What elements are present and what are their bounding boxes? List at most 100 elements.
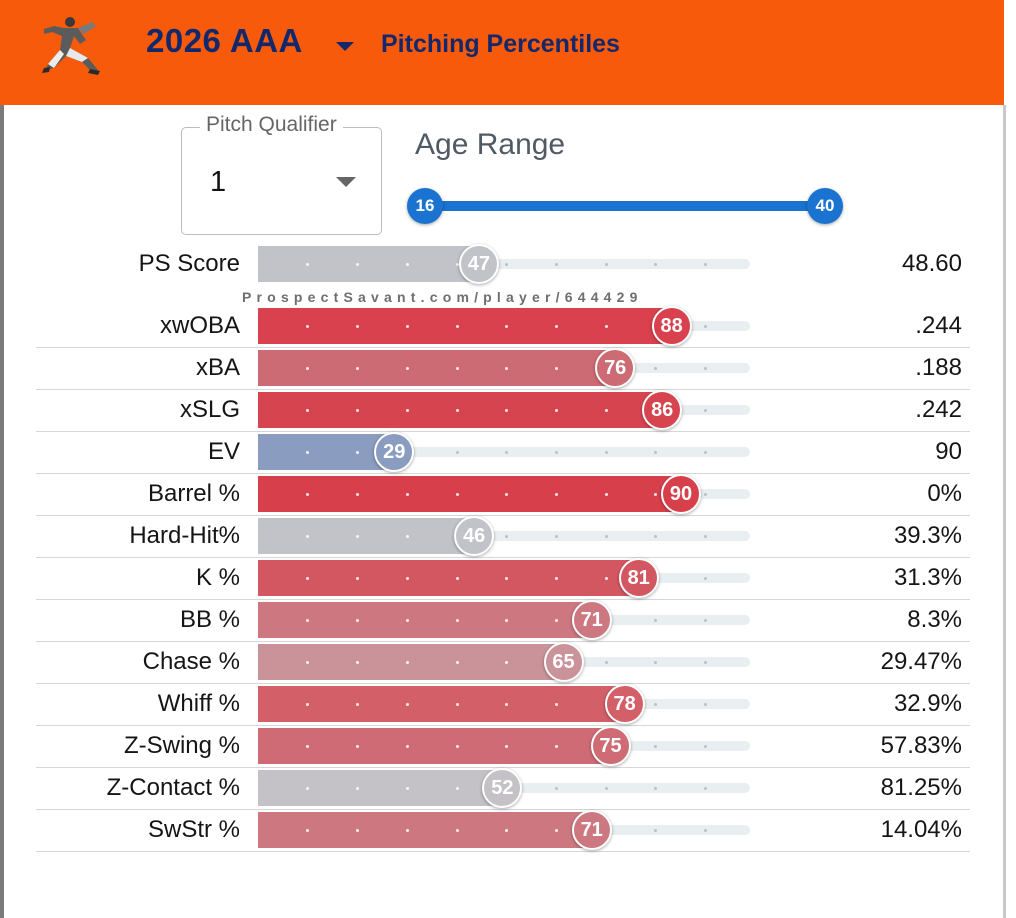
tick-dot bbox=[406, 493, 409, 496]
tick-dot bbox=[654, 703, 657, 706]
percentile-badge: 71 bbox=[571, 600, 612, 640]
metric-row: Hard-Hit% 46 39.3% bbox=[36, 515, 970, 558]
percentile-badge: 52 bbox=[482, 768, 523, 808]
pitch-qualifier-value[interactable]: 1 bbox=[210, 166, 227, 198]
percentile-badge: 71 bbox=[571, 810, 612, 850]
tick-dot bbox=[654, 787, 657, 790]
tick-dot bbox=[505, 367, 508, 370]
tick-dot bbox=[654, 451, 657, 454]
tick-dot bbox=[356, 493, 359, 496]
metric-value: 39.3% bbox=[893, 522, 962, 549]
tick-dot bbox=[456, 661, 459, 664]
metric-value: 8.3% bbox=[907, 606, 962, 633]
metric-label: xSLG bbox=[179, 396, 240, 423]
metric-label: Z-Contact % bbox=[106, 774, 240, 801]
tick-dot bbox=[704, 577, 707, 580]
percentile-tick-dots bbox=[258, 577, 750, 580]
percentile-track bbox=[258, 259, 750, 269]
percentile-bar bbox=[258, 308, 672, 344]
percentile-bar bbox=[258, 392, 663, 428]
metric-row: Whiff % 78 32.9% bbox=[36, 683, 970, 726]
tick-dot bbox=[654, 829, 657, 832]
tick-dot bbox=[306, 493, 309, 496]
metric-label: EV bbox=[207, 438, 240, 465]
tick-dot bbox=[505, 493, 508, 496]
percentile-tick-dots bbox=[258, 745, 750, 748]
metric-label: Z-Swing % bbox=[123, 732, 240, 759]
percentile-bar bbox=[258, 246, 479, 282]
tick-dot bbox=[456, 263, 459, 266]
tick-dot bbox=[306, 703, 309, 706]
tick-dot bbox=[704, 325, 707, 328]
percentile-bar bbox=[258, 476, 681, 512]
percentile-track bbox=[258, 447, 750, 457]
tick-dot bbox=[456, 577, 459, 580]
tick-dot bbox=[654, 661, 657, 664]
percentile-bar bbox=[258, 770, 503, 806]
tick-dot bbox=[704, 619, 707, 622]
metric-value: 31.3% bbox=[893, 564, 962, 591]
tick-dot bbox=[356, 325, 359, 328]
percentile-badge: 47 bbox=[458, 244, 499, 284]
metric-row: Z-Contact % 52 81.25% bbox=[36, 767, 970, 810]
tick-dot bbox=[505, 829, 508, 832]
tick-dot bbox=[356, 787, 359, 790]
tick-dot bbox=[505, 577, 508, 580]
metric-value: 90 bbox=[935, 438, 962, 465]
tick-dot bbox=[406, 263, 409, 266]
window-left-border bbox=[0, 0, 4, 918]
tick-dot bbox=[406, 409, 409, 412]
metric-row: SwStr % 71 14.04% bbox=[36, 809, 970, 852]
tick-dot bbox=[306, 367, 309, 370]
page-title: Pitching Percentiles bbox=[381, 30, 620, 58]
metric-label: SwStr % bbox=[147, 816, 240, 843]
tick-dot bbox=[356, 577, 359, 580]
age-range-slider-track[interactable] bbox=[425, 201, 825, 211]
chevron-down-icon[interactable] bbox=[336, 177, 356, 187]
tick-dot bbox=[605, 409, 608, 412]
tick-dot bbox=[555, 409, 558, 412]
tick-dot bbox=[555, 745, 558, 748]
percentile-bar bbox=[258, 560, 639, 596]
percentile-badge: 88 bbox=[651, 306, 692, 346]
tick-dot bbox=[654, 263, 657, 266]
metric-value: 48.60 bbox=[901, 250, 962, 277]
tick-dot bbox=[704, 493, 707, 496]
age-range-min-handle[interactable]: 16 bbox=[407, 188, 443, 224]
tick-dot bbox=[406, 703, 409, 706]
tick-dot bbox=[406, 577, 409, 580]
tick-dot bbox=[456, 451, 459, 454]
chevron-down-icon[interactable] bbox=[336, 42, 354, 51]
metric-label: K % bbox=[195, 564, 240, 591]
tick-dot bbox=[306, 325, 309, 328]
tick-dot bbox=[306, 619, 309, 622]
tick-dot bbox=[306, 787, 309, 790]
percentile-bar bbox=[258, 812, 592, 848]
tick-dot bbox=[456, 787, 459, 790]
tick-dot bbox=[605, 661, 608, 664]
tick-dot bbox=[456, 367, 459, 370]
age-range-max-handle[interactable]: 40 bbox=[807, 188, 843, 224]
tick-dot bbox=[406, 535, 409, 538]
percentile-bar bbox=[258, 434, 395, 470]
tick-dot bbox=[406, 325, 409, 328]
percentile-bar bbox=[258, 518, 475, 554]
tick-dot bbox=[605, 493, 608, 496]
tick-dot bbox=[356, 703, 359, 706]
tick-dot bbox=[505, 703, 508, 706]
tick-dot bbox=[505, 263, 508, 266]
tick-dot bbox=[704, 703, 707, 706]
window-right-border bbox=[1003, 105, 1006, 918]
tick-dot bbox=[306, 661, 309, 664]
percentile-badge: 29 bbox=[374, 432, 415, 472]
tick-dot bbox=[704, 787, 707, 790]
percentile-badge: 78 bbox=[604, 684, 645, 724]
metric-row: xwOBA 88 .244 bbox=[36, 305, 970, 348]
window-right-gutter bbox=[1006, 105, 1016, 918]
tick-dot bbox=[505, 619, 508, 622]
tick-dot bbox=[555, 325, 558, 328]
metric-label: xBA bbox=[195, 354, 240, 381]
tick-dot bbox=[654, 619, 657, 622]
season-level-select[interactable]: 2026 AAA bbox=[146, 22, 303, 59]
metric-row: Chase % 65 29.47% bbox=[36, 641, 970, 684]
